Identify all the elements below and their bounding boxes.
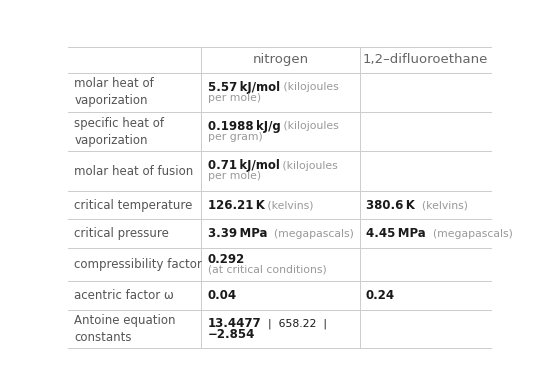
Text: (at critical conditions): (at critical conditions) [208, 265, 326, 275]
Text: 126.21 K: 126.21 K [208, 199, 264, 212]
Text: 13.4477: 13.4477 [208, 317, 261, 330]
Text: 380.6 K: 380.6 K [366, 199, 415, 212]
Text: (kilojoules: (kilojoules [280, 122, 339, 131]
Text: (kilojoules: (kilojoules [280, 82, 338, 92]
Text: (megapascals): (megapascals) [267, 229, 354, 239]
Text: 3.39 MPa: 3.39 MPa [208, 227, 267, 240]
Text: 5.57 kJ/mol: 5.57 kJ/mol [208, 81, 280, 93]
Text: (kelvins): (kelvins) [415, 200, 468, 210]
Text: (kilojoules: (kilojoules [280, 161, 338, 171]
Text: per mole): per mole) [208, 93, 261, 102]
Text: 4.45 MPa: 4.45 MPa [366, 227, 426, 240]
Text: 0.24: 0.24 [366, 289, 395, 302]
Text: 1,2–difluoroethane: 1,2–difluoroethane [362, 53, 488, 66]
Text: 0.71 kJ/mol: 0.71 kJ/mol [208, 159, 280, 172]
Text: acentric factor ω: acentric factor ω [75, 289, 174, 302]
Text: compressibility factor: compressibility factor [75, 258, 202, 271]
Text: −2.854: −2.854 [208, 328, 255, 341]
Text: specific heat of
vaporization: specific heat of vaporization [75, 117, 165, 147]
Text: per gram): per gram) [208, 132, 262, 142]
Text: 0.292: 0.292 [208, 253, 245, 266]
Text: (kelvins): (kelvins) [264, 200, 314, 210]
Text: 0.04: 0.04 [208, 289, 237, 302]
Text: critical pressure: critical pressure [75, 227, 169, 240]
Text: per mole): per mole) [208, 171, 261, 181]
Text: critical temperature: critical temperature [75, 199, 193, 212]
Text: 0.1988 kJ/g: 0.1988 kJ/g [208, 120, 280, 133]
Text: |  658.22  |: | 658.22 | [261, 319, 327, 329]
Text: nitrogen: nitrogen [252, 53, 308, 66]
Text: Antoine equation
constants: Antoine equation constants [75, 314, 176, 344]
Text: molar heat of fusion: molar heat of fusion [75, 165, 193, 178]
Text: molar heat of
vaporization: molar heat of vaporization [75, 77, 154, 107]
Text: (megapascals): (megapascals) [426, 229, 512, 239]
